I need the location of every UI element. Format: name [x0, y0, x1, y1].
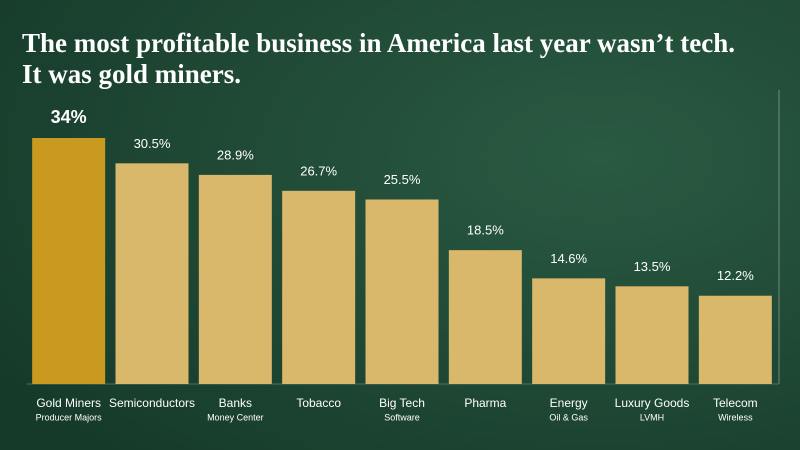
value-label: 14.6% — [550, 251, 587, 266]
bar — [448, 250, 522, 384]
value-label: 12.2% — [717, 268, 754, 283]
value-label: 34% — [51, 107, 87, 127]
bar — [32, 138, 106, 384]
value-label: 18.5% — [467, 223, 504, 238]
bar — [282, 190, 356, 384]
chart-title: It was gold miners. — [22, 59, 241, 89]
x-tick-label: Pharma — [464, 396, 506, 410]
x-tick-label: Gold Miners — [36, 396, 101, 410]
bar — [615, 286, 689, 384]
value-label: 28.9% — [217, 147, 254, 162]
bar — [198, 174, 272, 384]
x-tick-sublabel: Wireless — [718, 412, 753, 422]
bar — [365, 199, 439, 384]
x-tick-sublabel: Producer Majors — [36, 412, 103, 422]
x-tick-label: Big Tech — [379, 396, 425, 410]
bar — [115, 163, 189, 384]
x-tick-label: Energy — [550, 396, 588, 410]
value-label: 13.5% — [634, 259, 671, 274]
x-tick-sublabel: Software — [384, 412, 420, 422]
x-tick-label: Tobacco — [296, 396, 341, 410]
x-tick-label: Luxury Goods — [615, 396, 690, 410]
x-tick-sublabel: Oil & Gas — [549, 412, 588, 422]
x-tick-label: Telecom — [713, 396, 758, 410]
bar — [532, 278, 606, 384]
x-tick-sublabel: LVMH — [640, 412, 664, 422]
chart-title: The most profitable business in America … — [22, 28, 735, 58]
x-tick-label: Semiconductors — [109, 396, 195, 410]
value-label: 26.7% — [300, 163, 337, 178]
value-label: 25.5% — [384, 172, 421, 187]
x-tick-sublabel: Money Center — [207, 412, 264, 422]
value-label: 30.5% — [134, 136, 171, 151]
x-tick-label: Banks — [219, 396, 252, 410]
bar — [698, 295, 772, 384]
